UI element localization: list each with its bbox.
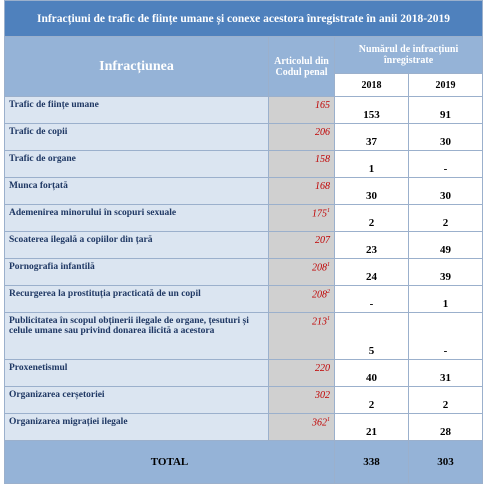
total-label: TOTAL bbox=[4, 440, 335, 484]
offence-name: Ademenirea minorului în scopuri sexuale bbox=[4, 204, 269, 232]
article-cell: 2131 bbox=[268, 312, 335, 360]
article-number: 168 bbox=[315, 181, 330, 192]
offence-name: Organizarea cerșetoriei bbox=[4, 386, 269, 414]
article-index: 1 bbox=[327, 417, 330, 423]
count-value: - bbox=[407, 312, 484, 360]
article-index: 1 bbox=[327, 316, 330, 322]
table-row: Trafic de copii 206 37 30 bbox=[4, 123, 484, 151]
offence-name: Scoaterea ilegală a copiilor din țară bbox=[4, 231, 269, 259]
article-cell: 1751 bbox=[268, 204, 335, 232]
table-row: Trafic de organe 158 1- bbox=[4, 150, 484, 178]
article-number: 207 bbox=[315, 235, 330, 246]
total-value: 303 bbox=[407, 440, 484, 484]
offence-name: Trafic de copii bbox=[4, 123, 269, 151]
article-index: 2 bbox=[327, 289, 330, 295]
article-header: Articolul din Codul penal bbox=[268, 36, 335, 97]
count-value: 2 bbox=[334, 386, 409, 414]
article-number: 158 bbox=[315, 154, 330, 165]
article-cell: 206 bbox=[268, 123, 335, 151]
offence-name: Proxenetismul bbox=[4, 359, 269, 387]
article-number: 208 bbox=[312, 289, 327, 301]
count-value: 28 bbox=[407, 413, 484, 441]
table-row: Recurgerea la prostituția practicată de … bbox=[4, 285, 484, 313]
count-value: 49 bbox=[407, 231, 484, 259]
count-value: 2 bbox=[407, 386, 484, 414]
article-number: 175 bbox=[312, 208, 327, 220]
table-title: Infracțiuni de trafic de ființe umane și… bbox=[3, 0, 484, 37]
offence-name: Trafic de ființe umane bbox=[4, 96, 269, 124]
count-header: Numărul de infracțiuni înregistrate bbox=[333, 36, 484, 74]
table-row: Pornografia infantilă 2081 24 39 bbox=[4, 258, 484, 286]
article-cell: 3621 bbox=[268, 413, 335, 441]
article-index: 1 bbox=[327, 208, 330, 214]
offence-name: Pornografia infantilă bbox=[4, 258, 269, 286]
article-cell: 165 bbox=[268, 96, 335, 124]
count-value: - bbox=[334, 285, 409, 313]
table-row: Ademenirea minorului în scopuri sexuale 1… bbox=[4, 204, 484, 232]
offence-name: Munca forțată bbox=[4, 177, 269, 205]
table-row: Organizarea cerșetoriei 302 2 2 bbox=[4, 386, 484, 414]
article-cell: 302 bbox=[268, 386, 335, 414]
count-value: 37 bbox=[334, 123, 409, 151]
count-value: 2 bbox=[407, 204, 484, 232]
table: Infracțiuni de trafic de ființe umane și… bbox=[3, 0, 484, 484]
offence-name: Publicitatea în scopul obținerii ilegale… bbox=[4, 312, 269, 360]
article-cell: 220 bbox=[268, 359, 335, 387]
article-number: 165 bbox=[315, 100, 330, 111]
table-row: Publicitatea în scopul obținerii ilegale… bbox=[4, 312, 484, 360]
offence-name: Trafic de organe bbox=[4, 150, 269, 178]
count-value: 40 bbox=[334, 359, 409, 387]
article-number: 213 bbox=[312, 316, 327, 328]
total-row: TOTAL 338 303 bbox=[4, 440, 484, 484]
total-value: 338 bbox=[334, 440, 409, 484]
count-value: 2 bbox=[334, 204, 409, 232]
count-value: 30 bbox=[334, 177, 409, 205]
table-row: Proxenetismul 220 40 31 bbox=[4, 359, 484, 387]
article-number: 206 bbox=[315, 127, 330, 138]
page: {"header": {"title": "Infracțiuni de tra… bbox=[3, 0, 484, 484]
count-value: 21 bbox=[334, 413, 409, 441]
count-value: 5 bbox=[334, 312, 409, 360]
table-row: Scoaterea ilegală a copiilor din țară 207… bbox=[4, 231, 484, 259]
article-number: 302 bbox=[315, 390, 330, 401]
year-header: 2019 bbox=[407, 73, 484, 97]
count-value: 1 bbox=[407, 285, 484, 313]
article-cell: 158 bbox=[268, 150, 335, 178]
count-value: 153 bbox=[334, 96, 409, 124]
table-row: Organizarea migrației ilegale 3621 21 28 bbox=[4, 413, 484, 441]
year-header: 2018 bbox=[334, 73, 409, 97]
article-cell: 168 bbox=[268, 177, 335, 205]
count-value: 31 bbox=[407, 359, 484, 387]
count-value: 30 bbox=[407, 123, 484, 151]
offence-header: Infracțiunea bbox=[4, 36, 269, 97]
count-value: 24 bbox=[334, 258, 409, 286]
count-value: - bbox=[407, 150, 484, 178]
article-number: 208 bbox=[312, 262, 327, 274]
article-cell: 2081 bbox=[268, 258, 335, 286]
count-value: 23 bbox=[334, 231, 409, 259]
count-value: 30 bbox=[407, 177, 484, 205]
count-value: 91 bbox=[407, 96, 484, 124]
article-number: 220 bbox=[315, 363, 330, 374]
article-number: 362 bbox=[312, 417, 327, 429]
table-wrap: Infracțiuni de trafic de ființe umane și… bbox=[3, 0, 484, 484]
offence-name: Organizarea migrației ilegale bbox=[4, 413, 269, 441]
article-cell: 207 bbox=[268, 231, 335, 259]
table-row: Trafic de ființe umane 165 153 91 bbox=[4, 96, 484, 124]
article-cell: 2082 bbox=[268, 285, 335, 313]
count-value: 39 bbox=[407, 258, 484, 286]
table-row: Munca forțată 168 30 30 bbox=[4, 177, 484, 205]
offence-name: Recurgerea la prostituția practicată de … bbox=[4, 285, 269, 313]
article-index: 1 bbox=[327, 262, 330, 268]
count-value: 1 bbox=[334, 150, 409, 178]
